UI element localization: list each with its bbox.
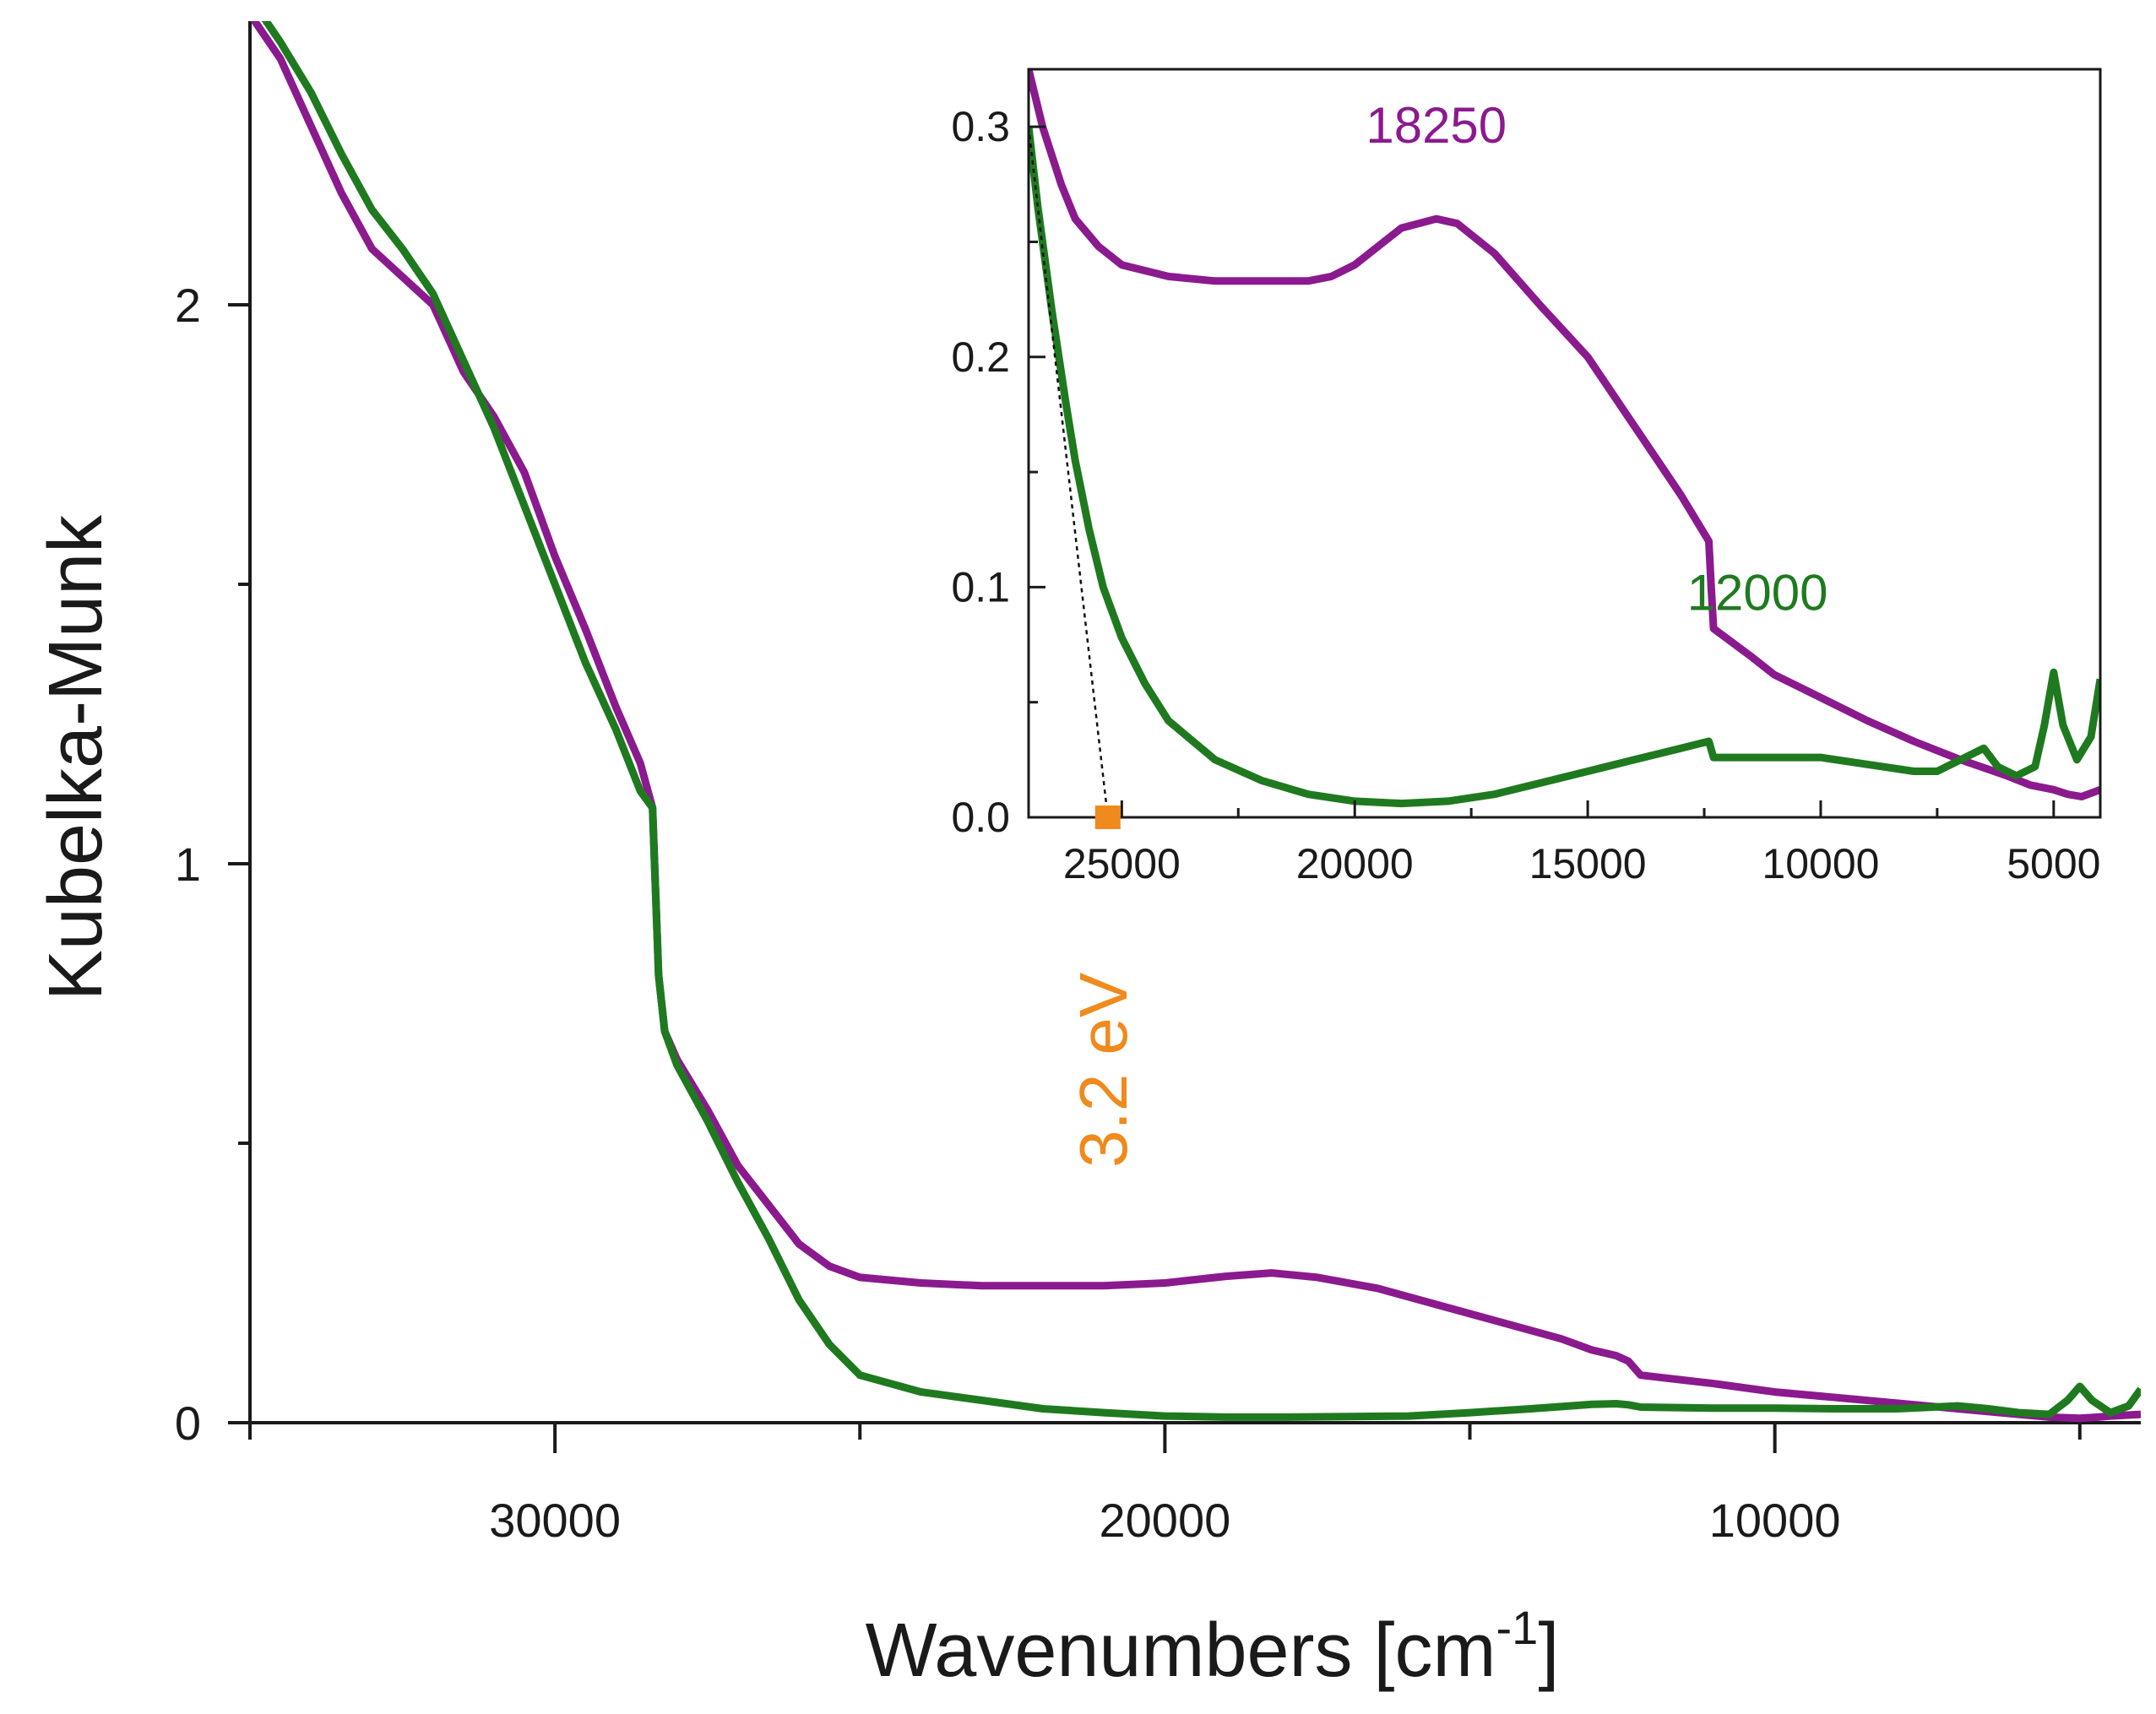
- main-y-tick-label: 2: [175, 279, 201, 332]
- x-axis-title-main: Wavenumbers [cm: [866, 1608, 1496, 1693]
- inset-y-tick-label: 0.3: [951, 103, 1010, 150]
- band-gap-tangent-line: [1029, 127, 1110, 817]
- main-y-tick-label: 1: [175, 838, 201, 891]
- inset-x-tick-label: 20000: [1296, 840, 1414, 887]
- inset-y-tick-label: 0.2: [951, 334, 1010, 381]
- main-series-line-green: [261, 21, 2141, 1421]
- inset-y-tick-label: 0.1: [951, 563, 1010, 610]
- inset-ticks: 25000 20000 15000 10000 5000 0.0 0.1 0.2 0.3: [951, 103, 2100, 887]
- main-y-tick-label: 0: [175, 1397, 201, 1450]
- inset-series-group: [1029, 69, 2100, 817]
- band-gap-marker: [1094, 805, 1121, 829]
- x-axis-title-suffix: ]: [1538, 1608, 1559, 1693]
- inset-y-tick-label: 0.0: [951, 794, 1010, 841]
- inset-x-tick-label: 5000: [2007, 840, 2100, 887]
- peak-label-12000: 12000: [1687, 565, 1828, 621]
- main-x-tick-label: 30000: [489, 1494, 621, 1547]
- inset-x-tick-label: 10000: [1762, 840, 1879, 887]
- main-series-group: [250, 21, 2141, 1423]
- band-gap-label: 3.2 eV: [1066, 972, 1141, 1168]
- inset-series-line-purple: [1029, 69, 2100, 800]
- inset-x-tick-label: 25000: [1063, 840, 1181, 887]
- inset-x-tick-label: 15000: [1529, 840, 1647, 887]
- x-axis-title: Wavenumbers [cm-1]: [866, 1601, 1560, 1693]
- main-ticks: 30000 20000 10000 0 1 2: [175, 279, 2082, 1547]
- x-axis-title-superscript: -1: [1496, 1601, 1539, 1654]
- inset-background: [1029, 69, 2100, 817]
- main-x-tick-label: 20000: [1100, 1494, 1231, 1547]
- inset-frame: [1027, 68, 2102, 819]
- y-axis-title: Kubelka-Munk: [34, 514, 118, 1001]
- main-x-tick-label: 10000: [1709, 1494, 1841, 1547]
- main-series-line-purple: [250, 21, 2141, 1423]
- inset-series-line-green: [1029, 126, 2100, 808]
- peak-label-18250: 18250: [1366, 97, 1507, 154]
